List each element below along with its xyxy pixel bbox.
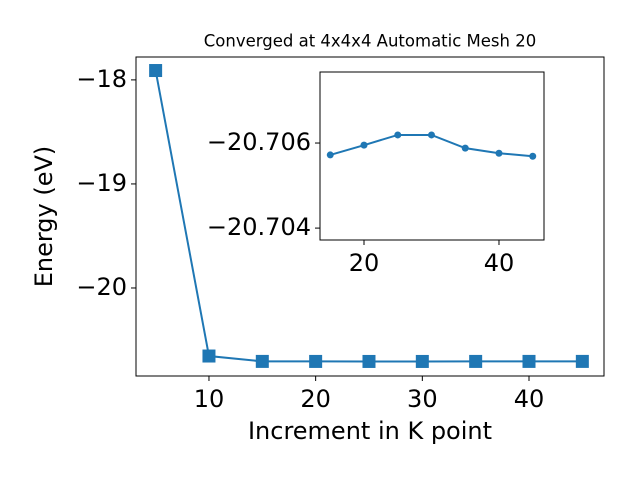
y-tick-label: −20.704 bbox=[207, 213, 311, 241]
x-tick-label: 10 bbox=[194, 385, 225, 413]
y-tick-label: −20 bbox=[76, 273, 127, 301]
marker bbox=[529, 152, 537, 160]
plot-frame bbox=[135, 56, 605, 377]
x-tick-label: 40 bbox=[514, 385, 545, 413]
marker bbox=[495, 149, 503, 157]
y-tick-label: −20.706 bbox=[207, 128, 311, 156]
marker bbox=[360, 141, 368, 149]
marker bbox=[149, 64, 163, 78]
x-axis-label: Increment in K point bbox=[248, 417, 492, 445]
plot-frame bbox=[319, 71, 545, 241]
plot-area bbox=[320, 72, 544, 240]
marker bbox=[202, 349, 216, 363]
marker bbox=[255, 354, 269, 368]
marker bbox=[461, 144, 469, 152]
marker bbox=[575, 354, 589, 368]
marker bbox=[415, 354, 429, 368]
x-tick-label: 20 bbox=[300, 385, 331, 413]
x-tick-label: 30 bbox=[407, 385, 438, 413]
x-tick-label: 20 bbox=[349, 249, 380, 277]
y-tick-label: −19 bbox=[76, 169, 127, 197]
marker bbox=[309, 354, 323, 368]
marker bbox=[362, 354, 376, 368]
marker bbox=[522, 354, 536, 368]
y-axis-label: Energy (eV) bbox=[30, 146, 58, 288]
y-tick-label: −18 bbox=[76, 65, 127, 93]
marker bbox=[427, 131, 435, 139]
chart-title: Converged at 4x4x4 Automatic Mesh 20 bbox=[204, 32, 536, 51]
marker bbox=[326, 151, 334, 159]
marker bbox=[469, 354, 483, 368]
marker bbox=[394, 131, 402, 139]
x-tick-label: 40 bbox=[484, 249, 515, 277]
